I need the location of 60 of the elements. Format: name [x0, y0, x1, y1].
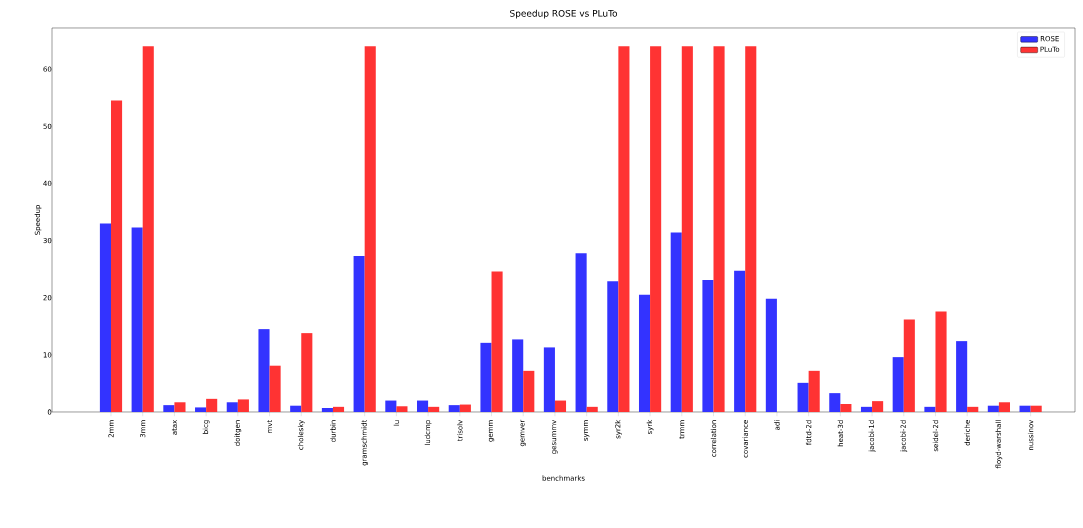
bar — [797, 382, 809, 412]
bar — [174, 402, 186, 412]
bar — [903, 319, 915, 412]
bar — [321, 407, 333, 412]
bar — [860, 406, 873, 412]
bar — [269, 365, 281, 412]
bar — [872, 401, 884, 412]
bar — [681, 46, 693, 412]
bar — [638, 294, 651, 412]
bar — [650, 46, 662, 412]
bar — [935, 311, 947, 412]
bar — [195, 407, 207, 412]
bar — [512, 339, 524, 412]
bar — [523, 370, 535, 412]
bar — [290, 405, 302, 412]
bar — [448, 405, 460, 412]
bar — [459, 404, 471, 412]
bar — [417, 400, 429, 412]
bar — [967, 406, 979, 412]
bar — [99, 223, 111, 412]
bar — [332, 406, 345, 412]
bar — [713, 46, 725, 412]
chart-title: Speedup ROSE vs PLuTo — [510, 9, 618, 19]
bar — [237, 399, 249, 412]
bar — [364, 46, 376, 412]
bar — [808, 370, 820, 412]
bar — [206, 398, 218, 412]
bar — [702, 279, 714, 412]
bar — [110, 100, 123, 412]
bar — [428, 406, 440, 412]
bar — [142, 46, 154, 412]
bar — [924, 406, 936, 412]
bar — [258, 329, 270, 412]
bar — [226, 402, 238, 412]
bar — [575, 253, 587, 412]
bar — [586, 406, 598, 412]
bar — [765, 298, 777, 412]
bar — [131, 227, 143, 412]
bar — [1019, 405, 1031, 412]
bar — [840, 403, 852, 412]
bar — [892, 357, 904, 412]
bar — [618, 46, 630, 412]
bar — [163, 405, 175, 412]
bar — [607, 281, 619, 412]
bar — [385, 400, 397, 412]
bar — [491, 271, 503, 412]
bar — [301, 333, 313, 412]
bar — [998, 402, 1010, 412]
bar — [745, 46, 757, 412]
bar — [353, 255, 365, 412]
bar — [396, 406, 408, 412]
bar — [554, 400, 567, 412]
bar — [480, 342, 492, 412]
bar — [956, 341, 968, 412]
bar — [829, 393, 841, 412]
bar — [543, 347, 555, 412]
bar — [734, 270, 746, 412]
bar — [670, 232, 682, 412]
bar — [1030, 405, 1042, 412]
bar — [987, 405, 999, 412]
